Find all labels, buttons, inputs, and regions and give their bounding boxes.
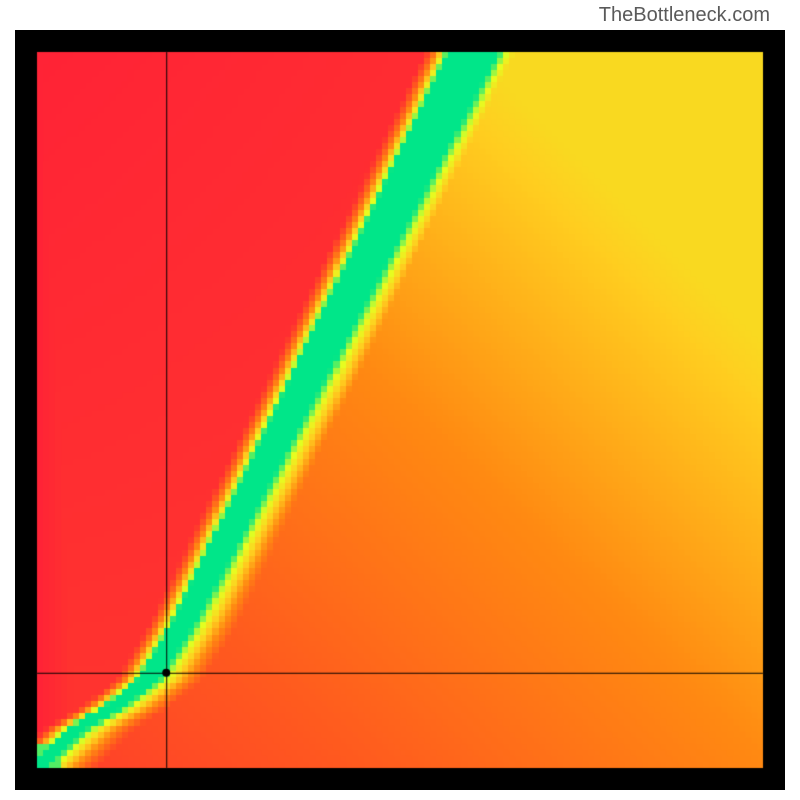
- heatmap-plot: [15, 30, 785, 790]
- root: TheBottleneck.com: [0, 0, 800, 800]
- crosshair-overlay: [15, 30, 785, 790]
- attribution-text: TheBottleneck.com: [599, 4, 770, 27]
